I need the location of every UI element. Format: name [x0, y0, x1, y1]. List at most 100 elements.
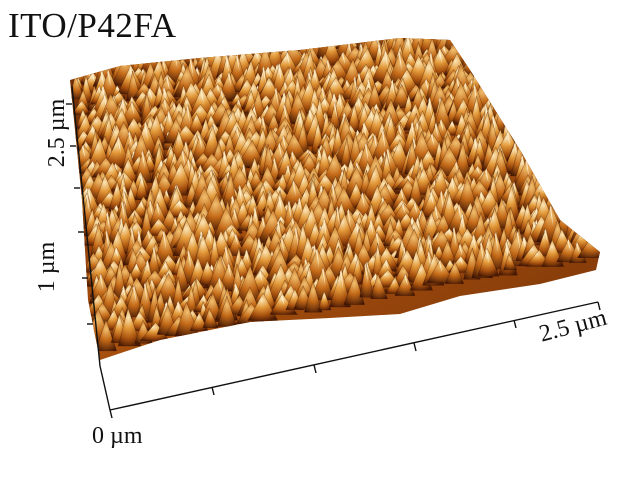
surface-highlight	[468, 39, 473, 57]
surface-highlight	[236, 53, 240, 71]
surface-highlight	[391, 79, 395, 97]
surface-highlight	[245, 249, 249, 264]
surface-highlight	[556, 164, 560, 182]
surface-highlight	[298, 197, 302, 214]
surface-highlight	[225, 54, 229, 74]
surface-highlight	[117, 136, 121, 154]
surface-highlight	[425, 78, 429, 91]
surface-peak	[71, 57, 86, 76]
surface-highlight	[163, 98, 168, 112]
surface-highlight	[237, 98, 241, 107]
x-axis-line	[109, 301, 599, 411]
surface-highlight	[238, 184, 242, 205]
surface-highlight	[227, 263, 232, 279]
surface-peak	[217, 295, 237, 327]
surface-highlight	[438, 259, 443, 273]
surface-highlight	[440, 38, 444, 40]
surface-highlight	[236, 106, 241, 122]
surface-highlight	[434, 122, 439, 138]
surface-peak	[448, 38, 471, 48]
surface-highlight	[411, 121, 415, 141]
surface-highlight	[480, 241, 484, 262]
surface-highlight	[440, 190, 444, 211]
surface-highlight	[234, 233, 238, 246]
surface-highlight	[282, 135, 286, 150]
surface-highlight	[563, 208, 567, 224]
x-tick-3	[313, 364, 317, 374]
surface-highlight	[258, 116, 262, 126]
surface-highlight	[274, 87, 279, 107]
surface-peak	[343, 273, 365, 305]
surface-highlight	[181, 149, 186, 166]
surface-highlight	[558, 185, 562, 199]
surface-highlight	[384, 50, 388, 69]
surface-highlight	[406, 38, 411, 54]
surface-highlight	[149, 200, 153, 217]
surface-highlight	[353, 75, 358, 94]
surface-highlight	[286, 164, 291, 178]
surface-highlight	[506, 238, 510, 249]
surface-highlight	[147, 229, 151, 241]
surface-peak	[477, 247, 500, 277]
surface-highlight	[347, 208, 351, 228]
surface-highlight	[313, 68, 318, 84]
surface-highlight	[357, 72, 362, 85]
surface-highlight	[152, 245, 157, 264]
surface-highlight	[81, 144, 86, 159]
surface-highlight	[406, 174, 411, 183]
surface-highlight	[461, 213, 465, 233]
surface-highlight	[87, 187, 92, 206]
surface-highlight	[506, 130, 511, 147]
surface-peaks	[70, 38, 600, 352]
surface-highlight	[198, 134, 203, 150]
surface-peak	[503, 252, 518, 271]
surface-highlight	[176, 300, 181, 315]
surface-highlight	[142, 52, 146, 65]
surface-highlight	[115, 85, 120, 92]
surface-highlight	[166, 75, 170, 91]
surface-highlight	[135, 263, 139, 273]
surface-highlight	[549, 204, 554, 226]
x-tick-6	[597, 301, 601, 311]
surface-highlight	[99, 53, 104, 71]
surface-highlight	[430, 191, 434, 206]
surface-highlight	[522, 236, 527, 250]
surface-highlight	[137, 229, 142, 247]
surface-peak	[460, 38, 483, 71]
surface-highlight	[224, 245, 229, 266]
surface-highlight	[416, 217, 420, 233]
surface-highlight	[184, 140, 189, 159]
x-tick-5	[513, 319, 517, 329]
surface-highlight	[307, 38, 312, 48]
surface-peak	[202, 307, 219, 328]
surface-highlight	[375, 231, 380, 248]
surface-highlight	[298, 112, 303, 131]
surface-highlight	[128, 130, 132, 149]
surface-highlight	[542, 165, 546, 181]
surface-highlight	[339, 269, 344, 291]
surface-highlight	[122, 285, 126, 300]
surface-highlight	[262, 66, 266, 85]
surface-peak	[544, 163, 570, 196]
x-tick-2	[211, 386, 215, 396]
surface-highlight	[280, 293, 285, 305]
surface-highlight	[143, 282, 148, 303]
surface-highlight	[448, 228, 452, 237]
surface-highlight	[479, 50, 484, 67]
surface-highlight	[254, 38, 259, 49]
surface-highlight	[164, 261, 168, 272]
surface-highlight	[434, 205, 439, 222]
surface-highlight	[568, 201, 573, 212]
surface-highlight	[234, 282, 238, 297]
surface-highlight	[287, 200, 292, 219]
surface-highlight	[146, 259, 150, 275]
surface-highlight	[201, 50, 206, 58]
surface-highlight	[451, 177, 455, 193]
surface-highlight	[485, 248, 490, 264]
surface-highlight	[336, 205, 340, 227]
surface-peak	[370, 272, 388, 299]
surface-highlight	[191, 156, 196, 168]
surface-highlight	[208, 228, 212, 246]
surface-highlight	[162, 86, 167, 102]
surface-highlight	[516, 230, 521, 251]
